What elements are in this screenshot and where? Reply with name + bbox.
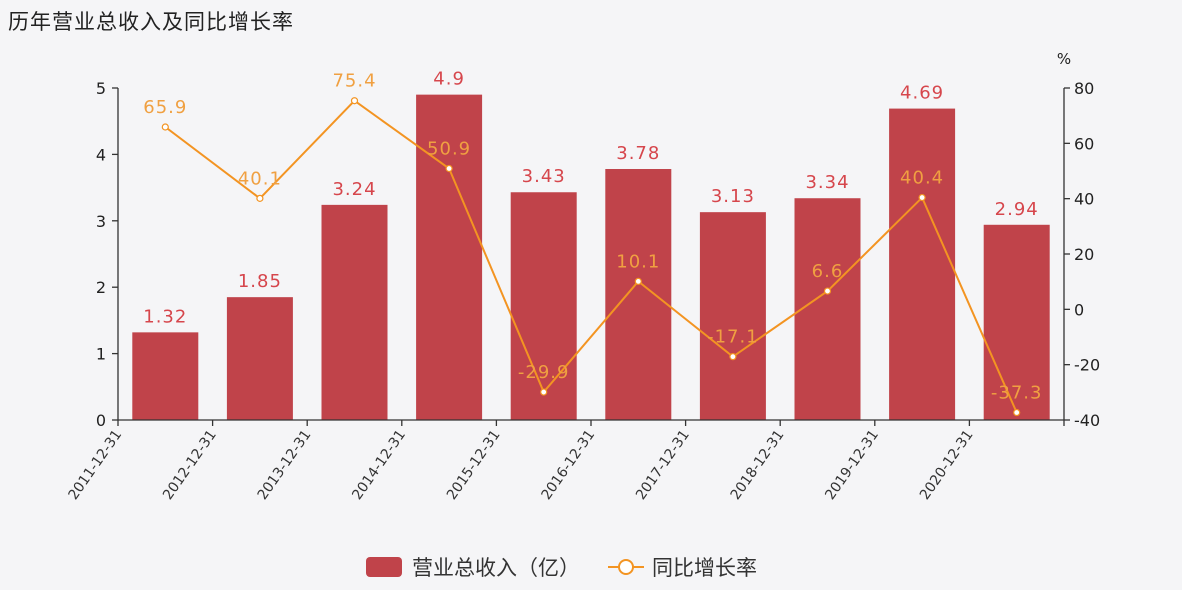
bar-revenue: [699, 212, 766, 420]
bar-value-label: 3.43: [522, 166, 566, 187]
bar-value-label: 1.32: [143, 306, 187, 327]
left-tick-label: 0: [96, 411, 106, 430]
legend-item-revenue[interactable]: 营业总收入（亿）: [366, 552, 580, 582]
growth-point: [540, 388, 548, 396]
right-tick-label: 20: [1074, 245, 1094, 264]
bar-value-label: 3.34: [805, 172, 849, 193]
bar-value-label: 4.9: [433, 69, 465, 90]
growth-line: [164, 99, 1018, 413]
left-tick-label: 3: [96, 212, 106, 231]
chart-title: 历年营业总收入及同比增长率: [8, 10, 294, 34]
growth-value-label: 50.9: [427, 139, 471, 160]
bar-value-label: 3.24: [332, 179, 376, 200]
bar-revenue: [416, 94, 483, 420]
chart-legend: 营业总收入（亿） 同比增长率: [366, 552, 757, 582]
line-marker-icon: [608, 559, 644, 575]
bar-value-label: 2.94: [995, 199, 1039, 220]
left-tick-label: 5: [96, 79, 106, 98]
growth-value-label: 10.1: [616, 251, 660, 272]
x-tick-label: 2014-12-31: [349, 427, 409, 503]
bar-revenue: [226, 297, 293, 420]
growth-point: [256, 194, 264, 202]
bar-revenue: [132, 332, 199, 420]
bar-revenue: [983, 224, 1050, 420]
legend-label-growth: 同比增长率: [652, 556, 757, 580]
legend-label-revenue: 营业总收入（亿）: [412, 556, 580, 580]
bar-revenue: [889, 108, 956, 421]
growth-value-label: -29.9: [518, 362, 570, 383]
x-tick-label: 2015-12-31: [444, 427, 504, 503]
left-tick-label: 1: [96, 345, 106, 364]
growth-point: [729, 353, 737, 361]
right-axis-unit: %: [1057, 50, 1071, 68]
x-tick-label: 2011-12-31: [65, 427, 125, 503]
right-tick-label: -20: [1074, 356, 1100, 375]
x-tick-label: 2020-12-31: [917, 427, 977, 503]
growth-point: [161, 123, 169, 131]
x-tick-label: 2017-12-31: [633, 427, 693, 503]
growth-value-label: 75.4: [332, 71, 376, 92]
growth-point: [823, 287, 832, 295]
growth-point: [445, 164, 453, 173]
bar-revenue: [510, 192, 577, 420]
growth-value-label: -17.1: [707, 327, 759, 348]
right-tick-label: 40: [1074, 190, 1094, 209]
growth-value-label: 40.1: [238, 168, 282, 189]
left-tick-label: 2: [96, 278, 106, 297]
legend-item-growth[interactable]: 同比增长率: [580, 552, 757, 582]
x-tick-label: 2013-12-31: [255, 427, 315, 503]
bar-revenue: [605, 169, 672, 420]
growth-value-label: -37.3: [991, 383, 1043, 404]
bar-value-label: 3.13: [711, 186, 755, 207]
right-tick-label: 60: [1074, 134, 1094, 153]
growth-point: [350, 97, 359, 105]
growth-value-label: 65.9: [143, 97, 187, 118]
right-tick-label: 0: [1074, 300, 1084, 319]
right-tick-label: 80: [1074, 79, 1094, 98]
x-tick-label: 2018-12-31: [728, 427, 788, 503]
right-tick-label: -40: [1074, 411, 1100, 430]
bar-revenue: [321, 204, 388, 420]
growth-point: [1013, 408, 1021, 417]
bar-value-label: 1.85: [238, 271, 282, 292]
x-tick-label: 2019-12-31: [822, 427, 882, 503]
bar-revenue: [794, 198, 861, 420]
growth-point: [634, 277, 642, 285]
x-tick-label: 2016-12-31: [538, 427, 598, 503]
bar-swatch-icon: [366, 557, 402, 577]
growth-value-label: 40.4: [900, 168, 944, 189]
bar-value-label: 3.78: [616, 143, 660, 164]
growth-value-label: 6.6: [812, 261, 844, 282]
bar-value-label: 4.69: [900, 83, 944, 104]
x-tick-label: 2012-12-31: [160, 427, 220, 503]
left-tick-label: 4: [96, 145, 106, 164]
growth-point: [918, 193, 926, 202]
